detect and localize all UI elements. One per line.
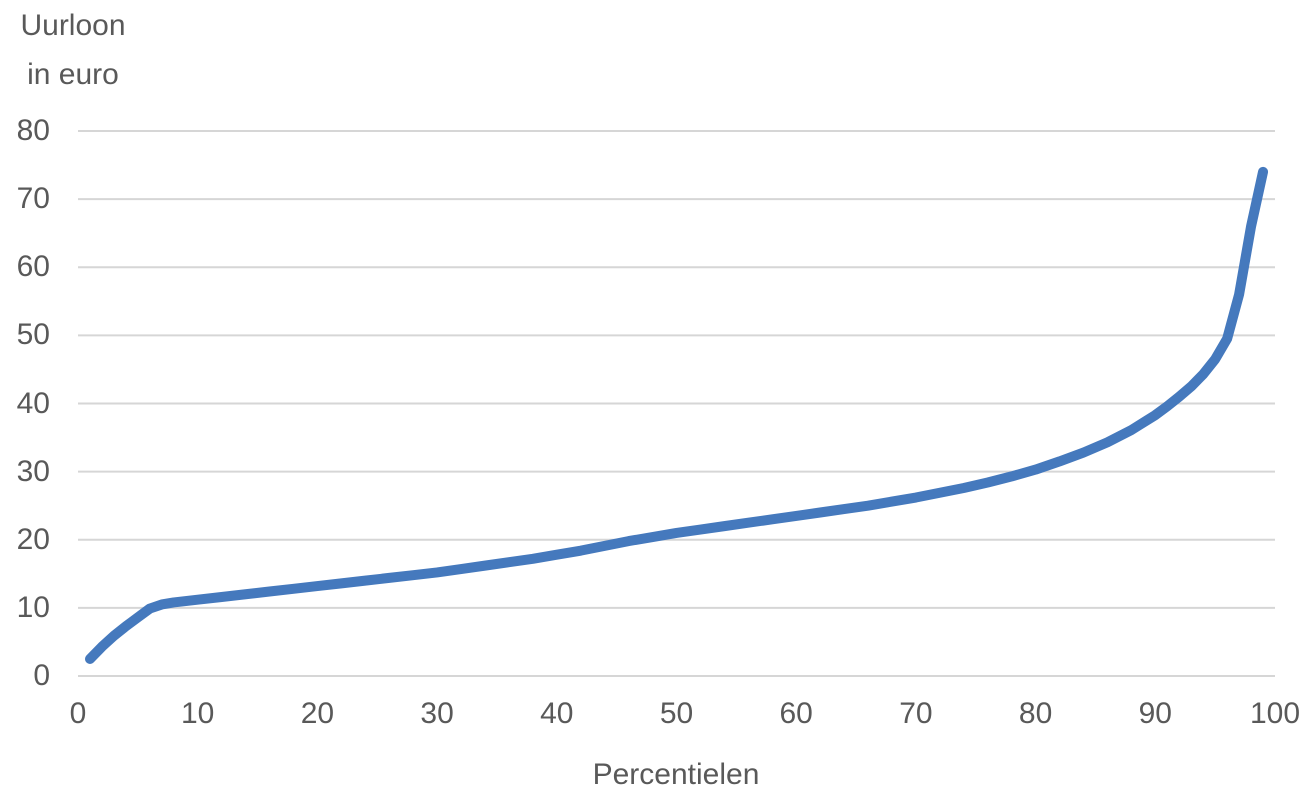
x-tick-label: 40 [540,697,574,730]
y-tick-label: 0 [33,659,50,692]
y-tick-label: 30 [16,454,50,488]
x-tick-label: 70 [899,697,933,730]
y-axis-title-line1: Uurloon [20,9,126,42]
x-tick-label: 80 [1018,697,1053,730]
y-tick-label: 70 [16,182,50,216]
data-series-line [84,166,1269,664]
y-axis-title: Uurloon in euro [5,1,141,99]
x-tick-label: 60 [779,697,813,730]
x-tick-label: 50 [659,697,694,730]
x-tick-label: 10 [181,697,215,730]
x-axis-title: Percentielen [592,758,760,791]
x-tick-label: 0 [69,697,87,730]
x-tick-label: 90 [1138,697,1172,730]
x-tick-label: 20 [300,697,335,730]
y-axis-title-line2: in euro [27,58,119,91]
y-tick-label: 50 [16,318,50,352]
y-tick-label: 80 [16,114,50,147]
x-tick-label: 30 [420,697,454,730]
y-tick-label: 20 [16,522,50,556]
y-tick-label: 40 [16,386,50,420]
y-tick-label: 10 [16,590,50,624]
y-tick-label: 60 [16,250,50,284]
x-tick-label: 100 [1249,697,1299,730]
